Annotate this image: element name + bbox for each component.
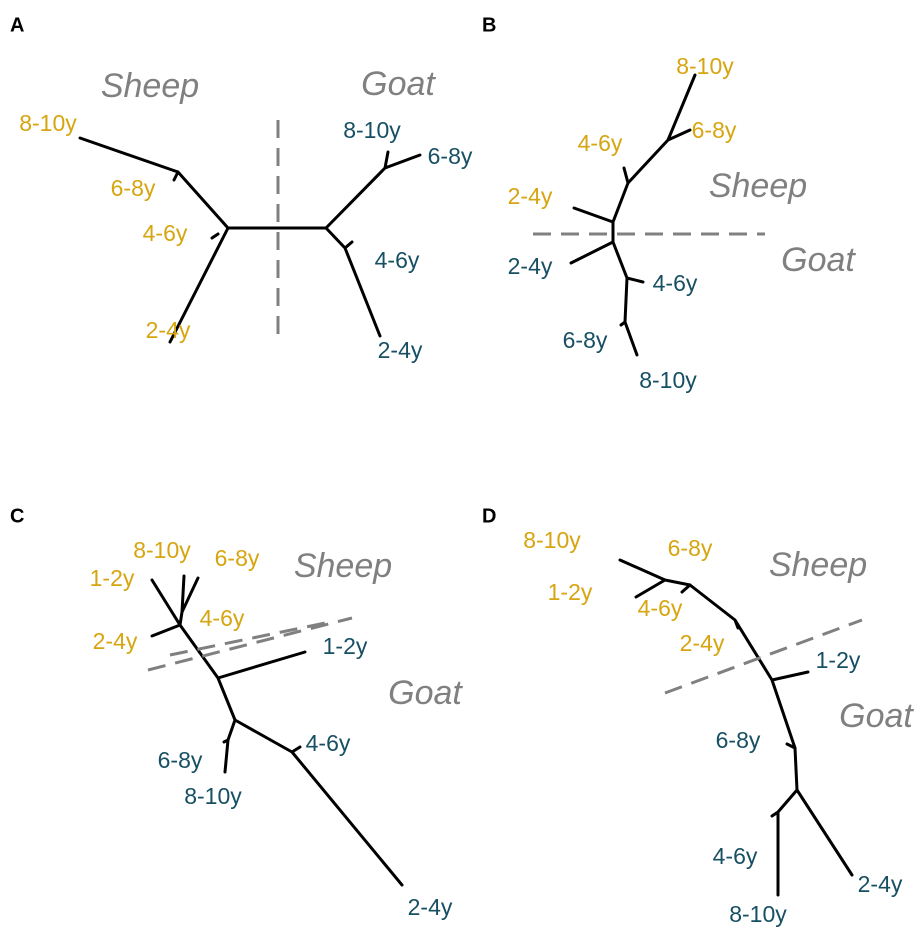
leaf-label: 6-8y [563,327,608,353]
group-label: Sheep [101,67,199,105]
leaf-label: 2-4y [680,630,725,656]
divider [169,620,331,657]
leaf-label: 4-6y [713,843,758,869]
leaf-label: 8-10y [729,901,787,927]
divider [147,616,353,672]
leaf-label: 6-8y [215,545,260,571]
panel-letter: D [482,505,496,527]
leaf-label: 8-10y [676,53,734,79]
panel-letter: C [10,505,24,527]
group-label: Sheep [294,547,392,585]
leaf-label: 8-10y [343,117,401,143]
panel-letter: A [10,14,24,36]
group-label: Sheep [769,546,867,584]
leaf-label: 6-8y [716,727,761,753]
leaf-label: 8-10y [184,783,242,809]
leaf-label: 6-8y [111,175,156,201]
tree [618,558,854,897]
panel-a: A Sheep Goat 8-10y 6-8y 4-6y 2-4y 8-10y … [10,14,473,363]
group-label: Goat [361,65,436,103]
leaf-label: 2-4y [408,894,453,920]
leaf-label: 2-4y [146,317,191,343]
panel-d: D 8-10y 6-8y 1-2y 4-6y 2-4y Sheep Goat 1… [482,505,914,927]
leaf-label: 2-4y [508,253,553,279]
leaf-label: 4-6y [306,730,351,756]
leaf-label: 2-4y [378,337,423,363]
leaf-label: 1-2y [90,565,135,591]
panel-letter: B [482,14,496,36]
leaf-label: 4-6y [375,247,420,273]
leaf-label: 2-4y [508,183,553,209]
leaf-label: 4-6y [200,605,245,631]
leaf-label: 4-6y [638,595,683,621]
tree [78,136,422,344]
leaf-label: 8-10y [523,527,581,553]
group-label: Goat [781,241,856,279]
leaf-label: 2-4y [858,871,903,897]
group-label: Goat [839,697,914,735]
leaf-label: 1-2y [548,579,593,605]
leaf-label: 6-8y [668,535,713,561]
panel-c: C 8-10y 6-8y 1-2y 4-6y 2-4y Sheep Goat 1… [10,505,463,920]
tree [150,574,404,887]
leaf-label: 4-6y [143,220,188,246]
leaf-label: 1-2y [323,633,368,659]
leaf-label: 6-8y [692,117,737,143]
leaf-label: 8-10y [19,110,77,136]
leaf-label: 6-8y [428,143,473,169]
tree [569,73,697,357]
divider [664,618,863,695]
leaf-label: 1-2y [816,647,861,673]
leaf-label: 4-6y [578,130,623,156]
leaf-label: 4-6y [653,270,698,296]
leaf-label: 2-4y [93,628,138,654]
leaf-label: 6-8y [158,747,203,773]
leaf-label: 8-10y [639,367,697,393]
group-label: Sheep [709,167,807,205]
panel-b: B 8-10y 6-8y 4-6y 2-4y Sheep Goat 2-4y 4… [482,14,856,393]
group-label: Goat [388,674,463,712]
leaf-label: 8-10y [133,537,191,563]
